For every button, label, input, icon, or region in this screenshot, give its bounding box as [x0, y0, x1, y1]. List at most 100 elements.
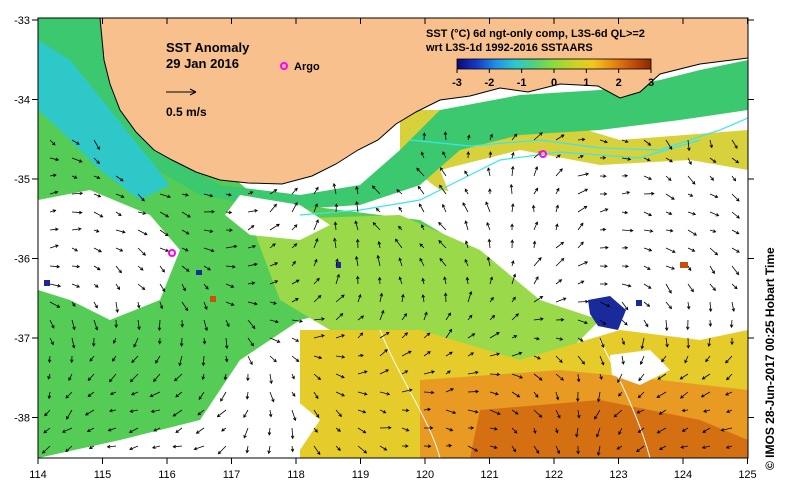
- current-vector-arrow: [422, 132, 427, 141]
- current-vector-arrow: [401, 350, 412, 357]
- current-vector-arrow: [643, 319, 649, 328]
- current-vector-arrow: [61, 427, 73, 433]
- colorbar: [456, 58, 652, 70]
- current-vector-arrow: [159, 301, 164, 310]
- current-vector-arrow: [665, 175, 672, 181]
- current-vector-arrow: [335, 294, 345, 303]
- current-vector-arrow: [247, 191, 254, 195]
- current-vector-arrow: [313, 294, 322, 303]
- current-vector-arrow: [313, 277, 320, 285]
- current-vector-arrow: [599, 319, 607, 326]
- current-vector-arrow: [707, 337, 711, 347]
- current-vector-arrow: [488, 188, 492, 195]
- current-vector-arrow: [335, 373, 345, 379]
- current-vector-arrow: [445, 409, 457, 415]
- current-vector-arrow: [555, 223, 559, 231]
- current-vector-arrow: [106, 444, 117, 449]
- current-vector-arrow: [291, 243, 298, 249]
- current-vector-arrow: [181, 301, 189, 312]
- current-vector-arrow: [599, 227, 607, 232]
- current-contour-1: [409, 117, 748, 151]
- white-contour-1: [54, 237, 123, 304]
- current-vector-arrow: [333, 221, 338, 231]
- longitude-tick-label: 122: [545, 469, 563, 481]
- current-vector-arrow: [47, 391, 52, 400]
- current-vector-arrow: [665, 265, 675, 270]
- cloud-gap-east: [440, 150, 748, 310]
- current-vector-arrow: [621, 174, 629, 178]
- current-vector-arrow: [616, 445, 623, 450]
- current-vector-arrow: [487, 238, 492, 249]
- current-vector-arrow: [313, 391, 319, 400]
- current-vector-arrow: [136, 301, 141, 309]
- current-vector-arrow: [599, 337, 605, 348]
- current-vector-arrow: [533, 257, 542, 267]
- current-vector-arrow: [617, 373, 623, 383]
- current-vector-arrow: [377, 276, 382, 285]
- current-vector-arrow: [93, 265, 101, 271]
- current-vector-arrow: [599, 373, 603, 380]
- current-vector-arrow: [113, 337, 117, 344]
- current-vector-arrow: [268, 409, 273, 418]
- current-vector-arrow: [357, 332, 364, 339]
- current-vector-arrow: [665, 157, 673, 163]
- current-vector-arrow: [247, 355, 253, 366]
- current-vector-arrow: [131, 355, 139, 364]
- current-vector-arrow: [599, 174, 607, 178]
- current-vector-arrow: [357, 391, 368, 396]
- current-vector-arrow: [445, 427, 454, 432]
- colorbar-ticks: -3 -2 -1 0 1 2 3: [452, 69, 654, 89]
- current-vector-arrow: [687, 193, 694, 197]
- current-vector-arrow: [159, 265, 165, 273]
- current-vector-arrow: [511, 203, 515, 213]
- current-vectors: [41, 131, 740, 456]
- current-vector-arrow: [247, 209, 259, 213]
- current-vector-arrow: [224, 337, 229, 350]
- current-vector-arrow: [335, 313, 344, 321]
- longitude-tick-label: 121: [480, 469, 498, 481]
- vector-scale-label: 0.5 m/s: [166, 105, 207, 119]
- current-contour-2: [299, 139, 701, 216]
- current-vector-arrow: [379, 391, 391, 396]
- current-vector-arrow: [159, 283, 166, 293]
- current-vector-arrow: [201, 373, 206, 381]
- current-vector-arrow: [423, 390, 435, 395]
- current-vector-arrow: [224, 355, 229, 363]
- current-vector-arrow: [333, 237, 337, 249]
- current-vector-arrow: [709, 211, 720, 217]
- current-vector-arrow: [511, 273, 517, 285]
- current-vector-arrow: [291, 337, 300, 342]
- current-vector-arrow: [665, 139, 673, 150]
- current-vector-arrow: [203, 319, 208, 332]
- current-vector-arrow: [398, 276, 403, 285]
- current-vector-arrow: [466, 151, 471, 159]
- current-vector-arrow: [555, 257, 565, 267]
- current-vector-arrow: [335, 427, 341, 432]
- current-vector-arrow: [398, 206, 403, 213]
- colorbar-tick-label: -1: [517, 77, 527, 89]
- current-vector-arrow: [401, 444, 409, 448]
- current-vector-arrow: [153, 373, 161, 383]
- current-vector-arrow: [489, 133, 493, 141]
- current-vector-arrow: [636, 445, 645, 453]
- current-vector-arrow: [313, 219, 319, 231]
- current-vector-arrow: [533, 336, 540, 341]
- current-vector-arrow: [91, 337, 96, 347]
- current-vector-arrow: [684, 355, 689, 364]
- longitude-tick-label: 125: [738, 469, 756, 481]
- current-vector-arrow: [577, 409, 581, 419]
- current-vector-arrow: [702, 427, 711, 433]
- current-vector-arrow: [84, 409, 95, 416]
- current-vector-arrow: [394, 238, 403, 249]
- cold-pixel-1: [44, 280, 50, 286]
- current-vector-arrow: [419, 257, 425, 267]
- current-vector-arrow: [180, 319, 184, 328]
- current-vector-arrow: [335, 273, 340, 285]
- longitude-tick-label: 120: [416, 469, 434, 481]
- current-vector-arrow: [731, 211, 740, 219]
- current-vector-arrow: [511, 260, 515, 267]
- current-vector-arrow: [357, 315, 365, 321]
- current-vector-arrow: [355, 238, 360, 249]
- current-vector-arrow: [178, 355, 183, 367]
- current-vector-arrow: [71, 210, 83, 215]
